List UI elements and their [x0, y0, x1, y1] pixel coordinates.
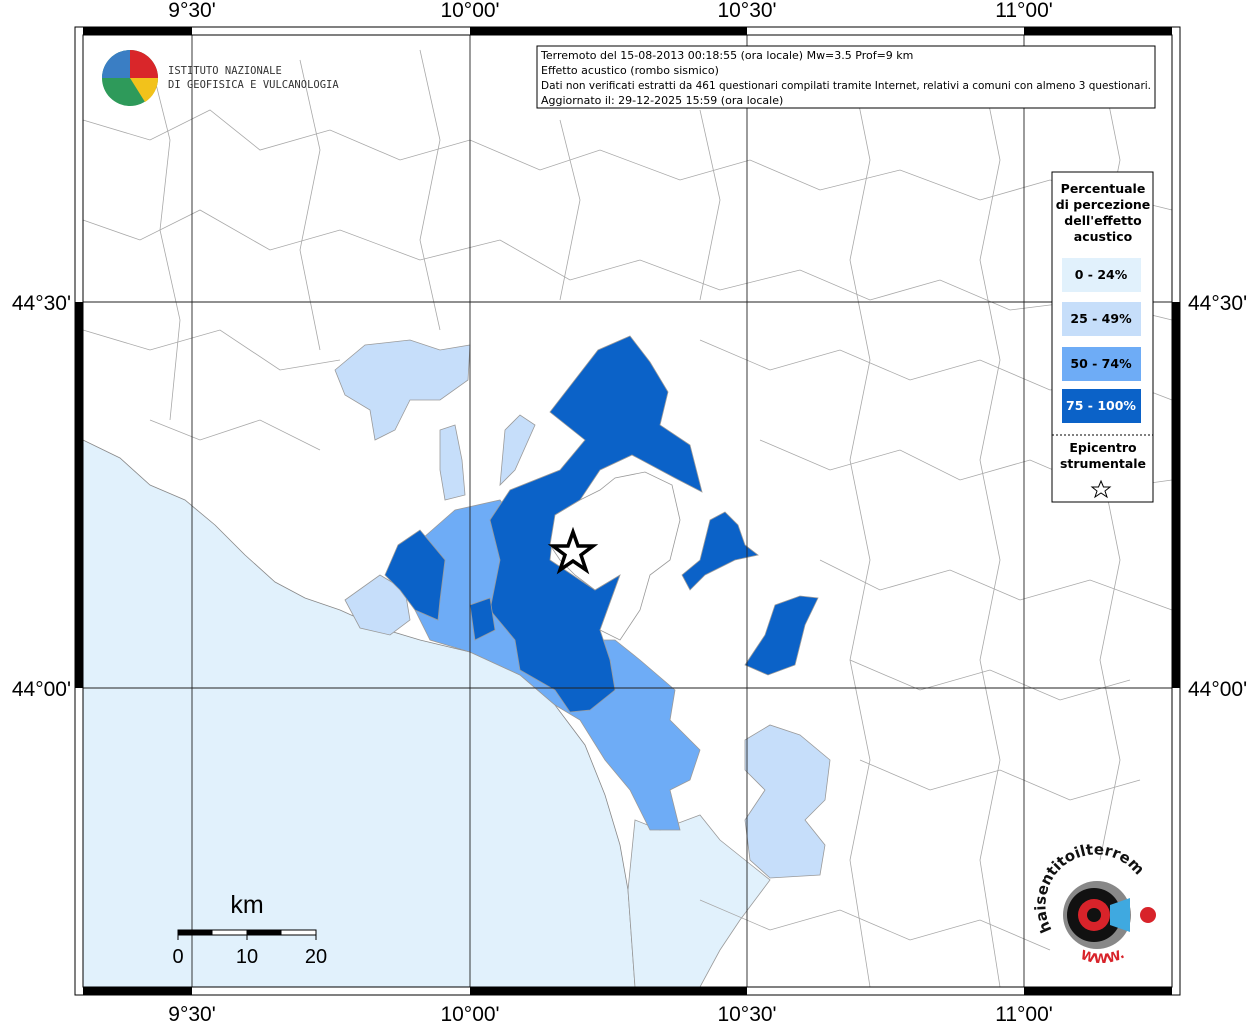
legend-swatch	[1062, 258, 1141, 292]
legend-label: 75 - 100%	[1066, 398, 1136, 413]
legend-title: acustico	[1074, 229, 1133, 244]
region-class-0	[627, 814, 771, 988]
municipal-boundaries	[82, 49, 1173, 988]
institute-name: ISTITUTO NAZIONALE	[168, 65, 282, 77]
legend-swatch	[1062, 389, 1141, 423]
municipality-area	[681, 511, 759, 591]
scale-segment	[247, 930, 282, 935]
frame	[74, 26, 1181, 996]
legend-swatch	[1062, 302, 1141, 336]
municipality-area	[744, 595, 819, 676]
logo-sector	[130, 78, 159, 102]
info-line: Effetto acustico (rombo sismico)	[541, 64, 719, 77]
scale-bar: km 0 10 20	[172, 891, 327, 968]
legend-epicenter: strumentale	[1060, 456, 1146, 471]
municipality-area	[344, 574, 411, 636]
ingv-logo: ISTITUTO NAZIONALE DI GEOFISICA E VULCAN…	[102, 50, 339, 106]
latitude-label: 44°30'	[12, 292, 71, 315]
legend-title: dell'effetto	[1064, 213, 1142, 228]
region-class-1	[334, 339, 831, 879]
longitude-label: 11°00'	[995, 0, 1053, 22]
frame-bars	[75, 27, 1180, 995]
region-class-3	[384, 335, 819, 713]
epicentral-hole	[549, 471, 681, 641]
municipality-area	[469, 597, 496, 641]
latitude-label: 44°00'	[12, 678, 71, 701]
longitude-label: 10°00'	[440, 0, 499, 22]
map-area	[82, 49, 1173, 988]
longitude-label: 9°30'	[168, 0, 215, 22]
institute-name: DI GEOFISICA E VULCANOLOGIA	[168, 79, 339, 91]
scale-label: 0	[172, 946, 183, 968]
info-line: Aggiornato il: 29-12-2025 15:59 (ora loc…	[541, 94, 783, 107]
legend-label: 50 - 74%	[1070, 356, 1132, 371]
legend-star	[1090, 479, 1112, 499]
longitude-label: 11°00'	[995, 1003, 1053, 1024]
municipality-area	[334, 339, 471, 441]
longitude-label: 10°30'	[717, 1003, 776, 1024]
logo-disc	[1087, 908, 1101, 922]
scale-label: 10	[236, 946, 258, 968]
epicenter-star	[547, 526, 599, 575]
logo-dot	[1140, 907, 1156, 923]
municipality-area	[439, 424, 466, 501]
municipality-area	[384, 529, 446, 621]
legend-label: 0 - 24%	[1075, 267, 1128, 282]
longitude-label: 9°30'	[168, 1003, 215, 1024]
legend-swatch	[1062, 347, 1141, 381]
coordinate-labels: 9°30' 10°00' 10°30' 11°00' 9°30' 10°00' …	[12, 0, 1247, 1024]
municipality-area	[499, 414, 536, 487]
info-line: Terremoto del 15-08-2013 00:18:55 (ora l…	[540, 49, 913, 62]
longitude-label: 10°30'	[717, 0, 776, 22]
info-box: Terremoto del 15-08-2013 00:18:55 (ora l…	[536, 45, 1156, 109]
info-line: Dati non verificati estratti da 461 ques…	[541, 79, 1151, 92]
graticule	[83, 35, 1172, 987]
municipality-area	[744, 724, 831, 879]
scale-label: 20	[305, 946, 327, 968]
logo-sector	[102, 50, 130, 78]
logo-speaker	[1110, 898, 1130, 932]
scale-unit: km	[230, 891, 263, 919]
info-box-frame	[536, 45, 1156, 109]
legend-title: di percezione	[1056, 197, 1151, 212]
legend: Percentuale di percezione dell'effetto a…	[1051, 171, 1154, 503]
latitude-label: 44°00'	[1188, 678, 1247, 701]
longitude-label: 10°00'	[440, 1003, 499, 1024]
legend-frame	[1051, 171, 1154, 503]
scale-segment	[178, 930, 213, 935]
logo-www: WWW.	[1079, 947, 1127, 967]
logo-sector	[130, 50, 158, 78]
legend-title: Percentuale	[1061, 181, 1146, 196]
legend-label: 25 - 49%	[1070, 311, 1132, 326]
logo-www-path: WWW.	[1079, 947, 1127, 967]
sea	[82, 439, 636, 988]
latitude-label: 44°30'	[1188, 292, 1247, 315]
municipality-area	[627, 814, 771, 988]
legend-epicenter: Epicentro	[1069, 440, 1137, 455]
